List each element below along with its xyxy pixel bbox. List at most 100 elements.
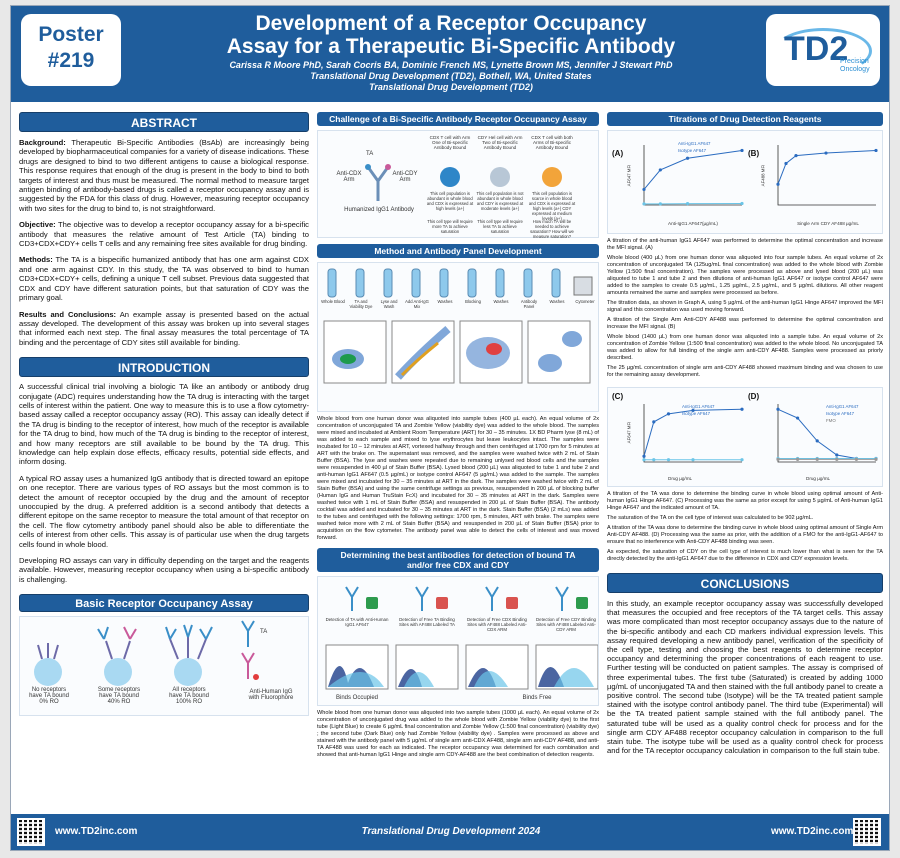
- step-label: Washes: [549, 299, 565, 304]
- data-point: [685, 156, 690, 160]
- data-point: [874, 457, 878, 461]
- label-anti-2: with Fluorophore: [248, 695, 294, 702]
- label-all-receptors-1: All receptors: [172, 687, 206, 694]
- abstract-background: Background: Therapeutic Bi-Specific Anti…: [19, 138, 309, 213]
- col3-note: This cell population is scarce in whole …: [528, 191, 576, 221]
- chart-d-legend-2: Isotype AF647: [826, 411, 855, 416]
- titration-text-9: A titration of the TA was done to determ…: [607, 525, 883, 545]
- qr-code-left-icon[interactable]: [17, 818, 45, 846]
- chart-d-legend-1: Anti-IgG1 AF647: [826, 404, 859, 409]
- footer-url-left[interactable]: www.TD2inc.com: [55, 826, 138, 837]
- method-text: Whole blood from one human donor was ali…: [317, 416, 599, 541]
- titration-text-2: Whole blood (400 µL) from one human dono…: [607, 255, 883, 296]
- data-point: [796, 416, 800, 420]
- col2-title: CDY Hel cell with Arm Two of Bi-specific…: [477, 135, 523, 150]
- chart-c: [642, 404, 744, 463]
- author-list: Carissa R Moore PhD, Sarah Cocris BA, Do…: [229, 60, 673, 70]
- chart-c-legend-1: Anti-IgG1 AF647: [682, 404, 715, 409]
- step-label: Whole Blood: [321, 299, 345, 304]
- data-point: [854, 457, 858, 461]
- objective-label: Objective:: [19, 220, 56, 230]
- logo-text: TD2: [784, 30, 849, 68]
- label-all-receptors-2: have TA bound: [169, 693, 209, 700]
- td2-logo: TD2 Precision Oncology: [766, 14, 880, 86]
- data-point: [642, 202, 646, 206]
- data-point: [776, 182, 780, 186]
- cell-all-receptors-icon: [165, 624, 213, 687]
- cell-some-receptors-icon: [97, 626, 137, 687]
- best-ab-text: Whole blood from one human donor was ali…: [317, 710, 599, 758]
- titration-text-6: The 25 µg/mL concentration of single arm…: [607, 365, 883, 378]
- data-point: [740, 458, 744, 462]
- intro-paragraph-3: Developing RO assays can vary in difficu…: [19, 556, 309, 584]
- challenge-ta-label: TA: [366, 151, 374, 157]
- chart-b: [776, 145, 878, 206]
- workflow-steps: Whole Blood TA and Viability Dye Lyse an…: [320, 299, 598, 309]
- poster-number: #219: [47, 49, 95, 72]
- label-all-receptors: All receptors have TA bound 100% RO: [162, 687, 216, 705]
- abstract-methods: Methods: The TA is a bispecific humanize…: [19, 255, 309, 302]
- best-ab-heading: Determining the best antibodies for dete…: [317, 548, 599, 572]
- binds-free-label: Binds Free: [522, 695, 552, 701]
- label-no-receptors: No receptors have TA bound 0% RO: [24, 687, 74, 705]
- title-line-1: Development of a Receptor Occupancy: [255, 12, 647, 35]
- label-some-receptors-1: Some receptors: [97, 687, 141, 694]
- methods-text: The TA is a bispecific humanized antibod…: [19, 255, 309, 303]
- data-point: [835, 457, 839, 461]
- chart-a-legend-2: Isotype AF647: [678, 148, 707, 153]
- step-label: TA and Viability Dye: [349, 299, 373, 309]
- chart-axis: [643, 145, 742, 206]
- intro-paragraph-1: A successful clinical trial involving a …: [19, 382, 309, 467]
- panel-b-label: (B): [748, 149, 760, 158]
- titration-text-5: Whole blood (1400 µL) from one human don…: [607, 334, 883, 361]
- cdx-cell-icon: [440, 167, 460, 187]
- antibody-detection-icons: [345, 586, 569, 611]
- best-ab-heading-2: and/or free CDX and CDY: [406, 560, 510, 570]
- challenge-heading: Challenge of a Bi-Specific Antibody Rece…: [317, 112, 599, 126]
- ta-antibody-icon: [241, 620, 255, 648]
- method-figure: Whole Blood TA and Viability Dye Lyse an…: [317, 262, 599, 412]
- titration-text-3: The titration data, as shown in Graph A,…: [607, 300, 883, 313]
- step-label: Washes: [437, 299, 453, 304]
- chart-d-legend-3: FMO: [826, 418, 836, 423]
- best-ab-illustration: [325, 586, 599, 690]
- footer-url-right[interactable]: www.TD2inc.com: [771, 826, 854, 837]
- double-bound-cell-icon: [542, 167, 562, 187]
- results-label: Results and Conclusions:: [19, 309, 117, 319]
- data-point: [642, 458, 646, 462]
- panel-c-label: (C): [612, 392, 624, 401]
- poster-number-box: Poster #219: [21, 14, 121, 86]
- chart-axis: [777, 404, 876, 463]
- method-heading: Method and Antibody Panel Development: [317, 244, 599, 258]
- series-line: [643, 149, 743, 190]
- chart-a-legend-1: Anti-IgG1 AF647: [678, 141, 711, 146]
- data-point: [666, 458, 671, 462]
- qr-code-right-icon[interactable]: [853, 818, 881, 846]
- step-label: Lyse and Wash: [380, 299, 398, 309]
- data-point: [642, 187, 646, 192]
- col1-title: CDX T cell with Arm One of Bi-specific A…: [429, 135, 471, 150]
- detection-label-1: Detection of TA with Anti-Human IgG1 AF6…: [325, 617, 389, 627]
- thumbs-icons: [366, 597, 588, 609]
- data-point: [874, 148, 878, 153]
- poster-label: Poster: [38, 23, 104, 46]
- data-point: [815, 457, 819, 461]
- workflow-tubes-illustration: [327, 268, 593, 298]
- data-point: [691, 458, 695, 462]
- flow-plot-4: [527, 320, 591, 384]
- series-line: [643, 408, 743, 457]
- data-point: [784, 161, 788, 166]
- logo-sub-1: Precision: [840, 58, 869, 65]
- data-point: [794, 154, 798, 158]
- abstract-objective: Objective: The objective was to develop …: [19, 220, 309, 248]
- panel-d-label: (D): [748, 392, 760, 401]
- logo-swoosh-icon: [774, 28, 872, 74]
- data-point: [691, 408, 695, 413]
- label-some-receptors-3: 40% RO: [107, 699, 131, 706]
- chart-b-ylabel: AF488 MFI: [760, 164, 766, 187]
- basic-ro-heading: Basic Receptor Occupancy Assay: [19, 594, 309, 613]
- titration-text-10: As expected, the saturation of CDY on th…: [607, 549, 883, 562]
- titration-graphs-ab: (A) (B) Anti-IgG1 AF647 Isotype AF647 AF…: [607, 130, 883, 234]
- bispecific-illustration: [365, 164, 562, 201]
- label-some-receptors-2: have TA bound: [99, 693, 139, 700]
